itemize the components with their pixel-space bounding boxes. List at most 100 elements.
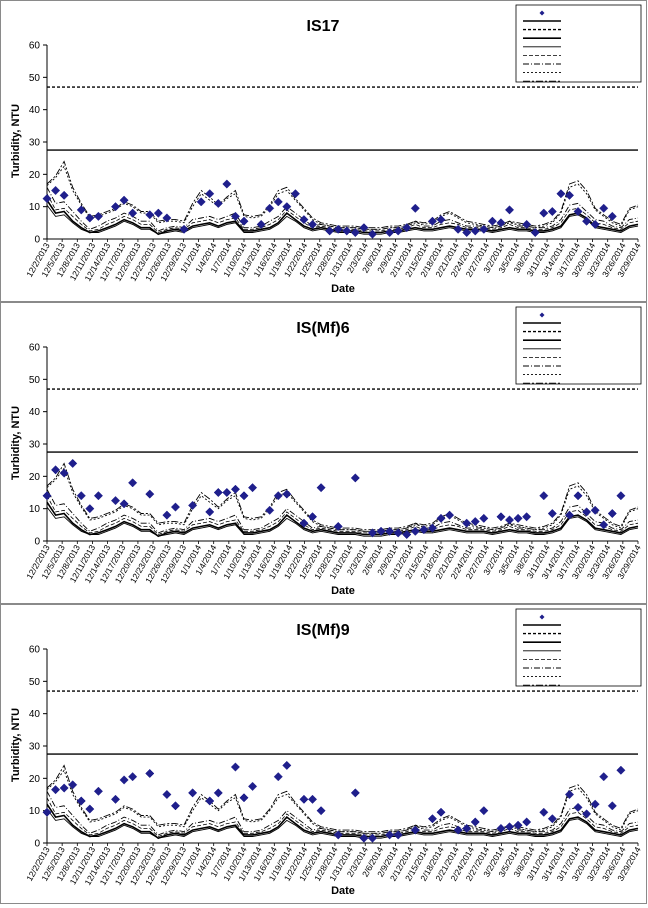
data-point xyxy=(68,780,78,790)
data-point xyxy=(76,491,86,501)
data-point xyxy=(93,491,103,501)
y-tick-label: 20 xyxy=(29,472,41,483)
data-point xyxy=(547,814,557,824)
data-point xyxy=(530,227,540,238)
data-point xyxy=(350,473,360,483)
chart-panel-ismf9: IS(Mf)9 Turbidity, NTU Date 0 10 20 30 40 50 6… xyxy=(0,604,647,904)
data-point xyxy=(222,179,232,189)
data-point xyxy=(196,197,206,207)
data-point xyxy=(462,518,472,528)
data-point xyxy=(239,216,249,226)
data-point xyxy=(179,224,189,234)
data-point xyxy=(573,491,583,501)
data-point xyxy=(599,772,609,782)
data-point xyxy=(265,203,275,213)
data-point xyxy=(265,505,275,515)
data-point xyxy=(119,775,129,785)
data-point xyxy=(307,219,318,230)
data-point xyxy=(350,227,360,238)
series-line-4 xyxy=(46,489,639,534)
data-point xyxy=(573,206,583,217)
y-tick-label: 20 xyxy=(29,774,41,785)
data-point xyxy=(582,809,592,819)
data-point xyxy=(299,794,309,804)
legend-marker-points xyxy=(539,312,545,318)
chart-panel-ismf6: IS(Mf)6 Turbidity, NTU Date 0 10 20 30 40 50 6… xyxy=(0,302,647,604)
data-point xyxy=(436,215,446,225)
chart-svg-is17: IS17 Turbidity, NTU Date 010203040506012… xyxy=(10,4,643,295)
y-tick-label: 0 xyxy=(34,839,40,850)
data-point xyxy=(93,786,103,796)
data-point xyxy=(582,216,592,226)
y-tick-label: 10 xyxy=(29,806,41,817)
data-point xyxy=(316,483,326,493)
series-line-4 xyxy=(46,791,639,836)
data-point xyxy=(230,211,240,221)
data-point xyxy=(385,227,395,238)
data-point xyxy=(299,215,309,225)
data-point xyxy=(110,202,121,212)
data-point xyxy=(128,208,138,218)
data-point xyxy=(539,491,549,501)
data-point xyxy=(222,487,232,498)
data-point xyxy=(153,208,163,218)
data-point xyxy=(522,512,532,522)
legend-box xyxy=(515,608,642,687)
data-point xyxy=(410,825,420,835)
y-tick-label: 30 xyxy=(29,138,41,149)
data-point xyxy=(385,830,395,840)
series-line-3 xyxy=(46,495,639,535)
data-point xyxy=(170,801,181,811)
x-axis-label: Date xyxy=(331,885,355,897)
data-point xyxy=(230,484,240,494)
data-point xyxy=(59,783,69,793)
data-point xyxy=(188,788,198,798)
x-axis-label: Date xyxy=(331,283,355,295)
data-point xyxy=(385,526,395,536)
chart-title: IS(Mf)9 xyxy=(296,622,349,639)
y-axis-label: Turbidity, NTU xyxy=(10,104,22,178)
data-point xyxy=(496,512,506,522)
data-point xyxy=(607,211,617,221)
data-point xyxy=(470,817,480,827)
data-point xyxy=(128,772,138,782)
data-point xyxy=(470,226,480,236)
data-point xyxy=(402,529,412,540)
data-point xyxy=(145,210,155,220)
data-point xyxy=(162,789,172,800)
data-point xyxy=(205,796,215,806)
data-point xyxy=(410,526,420,536)
y-tick-label: 30 xyxy=(29,440,41,451)
data-point xyxy=(376,526,386,536)
data-point xyxy=(513,820,523,830)
data-point xyxy=(188,500,198,510)
series-line-2 xyxy=(46,506,639,537)
data-point xyxy=(539,807,549,817)
data-point xyxy=(145,768,155,779)
data-point xyxy=(282,489,292,499)
data-point xyxy=(487,216,497,226)
chart-panel-is17: IS17 Turbidity, NTU Date 0 10 20 30 40 50 60 12… xyxy=(0,0,647,302)
data-point xyxy=(162,510,172,520)
legend-box xyxy=(515,306,642,385)
series-line-5 xyxy=(46,467,639,532)
data-point xyxy=(582,507,592,517)
data-point xyxy=(453,224,463,234)
data-point xyxy=(307,794,318,804)
data-point xyxy=(427,216,437,226)
data-point xyxy=(590,505,600,515)
data-point xyxy=(59,468,69,478)
legend-marker-points xyxy=(539,614,545,620)
data-point xyxy=(522,817,532,827)
data-point xyxy=(213,198,223,208)
data-point xyxy=(119,195,129,205)
series-line-6 xyxy=(46,764,639,833)
data-point xyxy=(42,491,52,501)
data-point xyxy=(359,223,369,233)
data-point xyxy=(564,789,575,800)
y-tick-label: 50 xyxy=(29,73,41,84)
data-point xyxy=(522,219,532,230)
data-point xyxy=(496,823,506,834)
y-tick-label: 60 xyxy=(29,645,41,656)
data-point xyxy=(590,799,600,809)
